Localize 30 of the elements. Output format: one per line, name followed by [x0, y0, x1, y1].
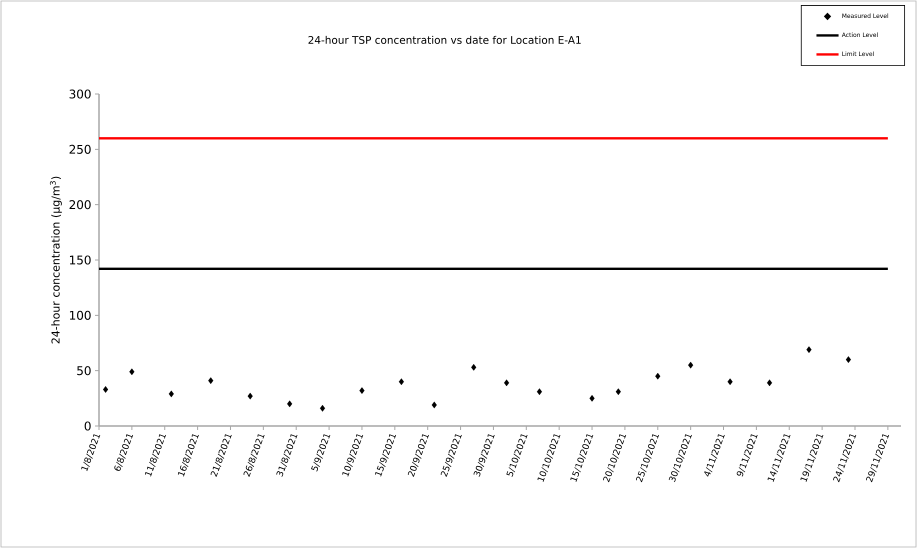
y-tick-label: 100 — [70, 310, 91, 320]
point — [287, 400, 292, 408]
y-tick-label: 200 — [70, 200, 91, 210]
chart-title: 24-hour TSP concentration vs date for Location E-A1 — [308, 36, 581, 44]
y-tick-label: 0 — [84, 421, 91, 431]
point — [589, 394, 595, 402]
point — [846, 356, 852, 363]
y-tick-label: 250 — [70, 144, 91, 154]
y-tick-label: 50 — [77, 366, 91, 376]
point — [728, 378, 733, 386]
point — [129, 368, 134, 376]
y-tick-label: 300 — [70, 89, 91, 99]
point — [359, 387, 365, 394]
point — [471, 364, 476, 371]
point — [208, 377, 214, 384]
point — [248, 392, 253, 400]
point — [320, 404, 326, 412]
point — [655, 372, 660, 380]
point — [398, 378, 404, 386]
y-axis-title: 24-hour concentration (µg/m$^{3}$) — [50, 176, 62, 344]
y-tick-label: 150 — [70, 255, 91, 265]
point — [168, 390, 174, 398]
point — [616, 388, 621, 396]
point — [432, 402, 437, 408]
point — [806, 346, 812, 354]
point — [504, 379, 510, 386]
point — [766, 379, 772, 386]
point — [102, 386, 108, 393]
point — [536, 388, 542, 396]
point — [688, 362, 694, 369]
